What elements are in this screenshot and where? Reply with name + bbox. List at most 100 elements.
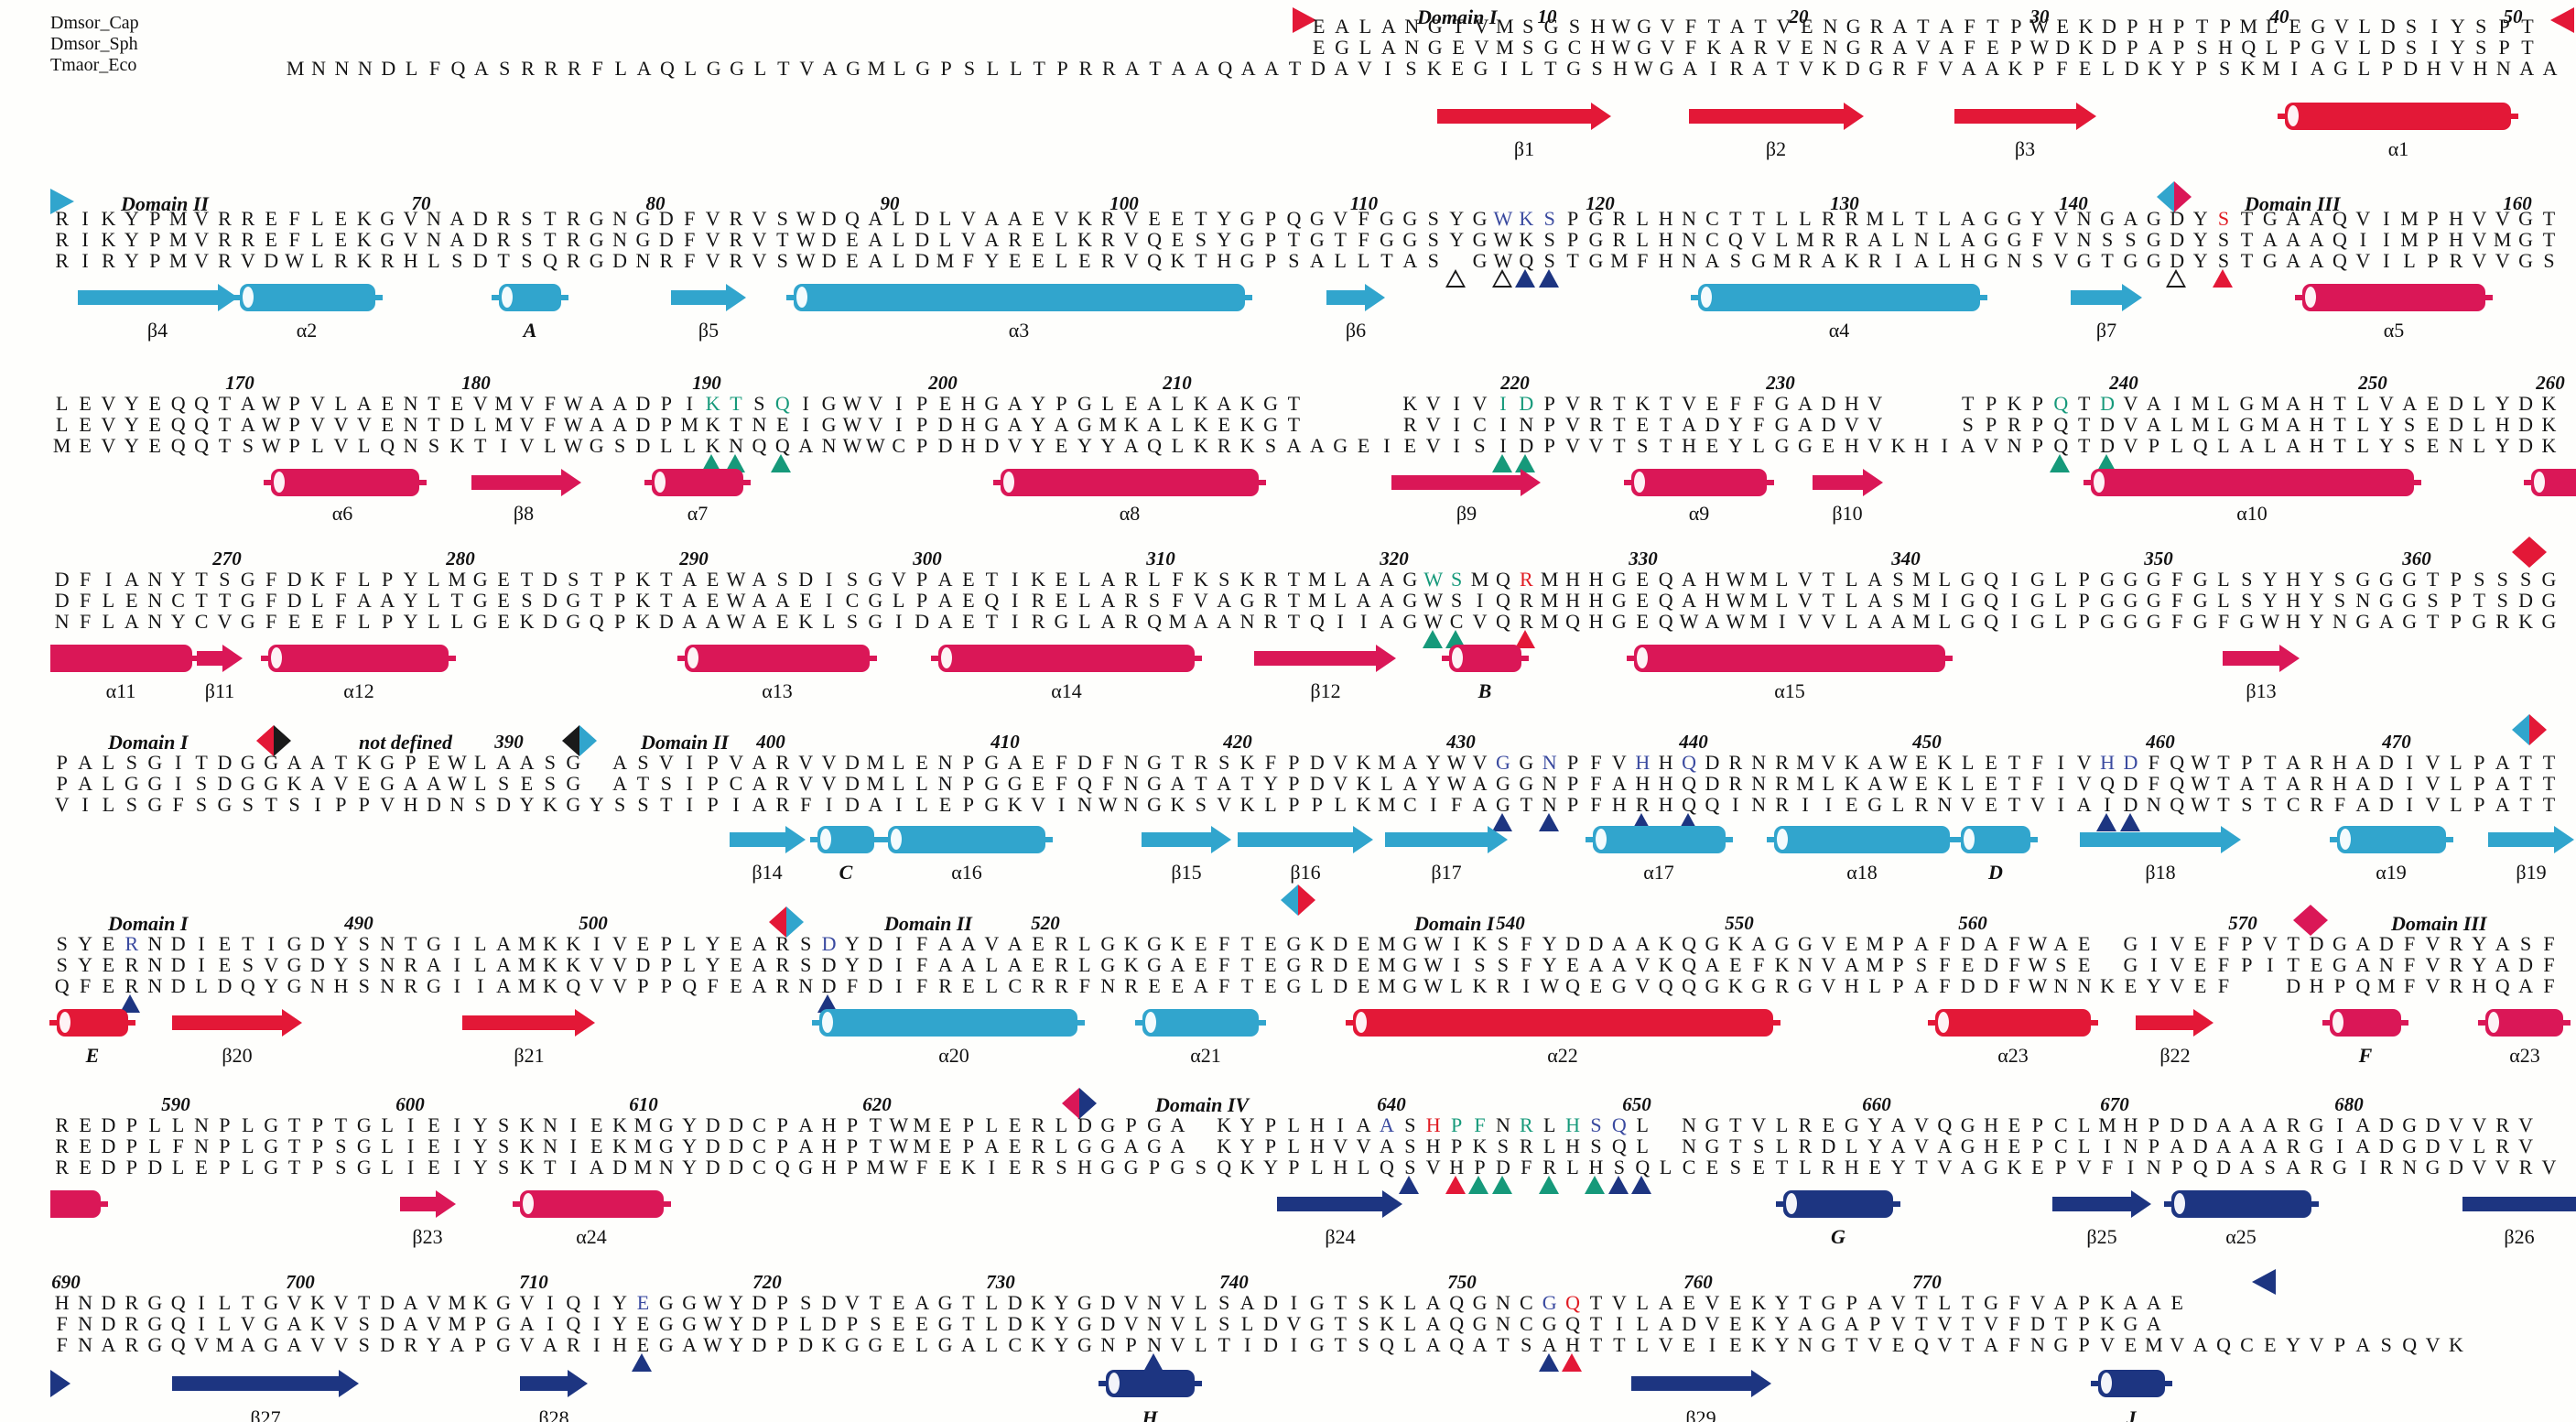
residue: F: [2008, 1291, 2020, 1314]
residue: K: [1751, 1312, 1767, 1335]
residue-marker-triangle-green-icon: [2096, 454, 2116, 472]
residue: L: [55, 413, 69, 436]
residue: V: [705, 207, 720, 230]
residue: S: [1497, 953, 1510, 976]
residue: L: [428, 610, 440, 633]
residue: T: [358, 1291, 371, 1314]
residue: K: [1193, 392, 1208, 415]
residue: N: [147, 974, 163, 997]
residue: F: [265, 568, 277, 591]
residue: N: [1147, 1312, 1162, 1335]
residue: L: [1287, 1113, 1301, 1136]
residue: S: [2496, 589, 2508, 612]
residue: M: [1912, 568, 1931, 591]
residue: M: [168, 249, 188, 272]
residue: C: [1008, 1333, 1023, 1356]
residue: E: [1055, 589, 1068, 612]
residue: N: [937, 751, 953, 774]
residue: D: [2378, 1134, 2394, 1157]
residue: G: [1637, 15, 1652, 38]
residue: D: [2123, 793, 2138, 816]
helix-axis-stub: [560, 295, 568, 300]
residue: S: [1404, 1113, 1416, 1136]
residue: P: [660, 953, 672, 976]
residue-marker-triangle-navy-icon: [817, 994, 838, 1013]
residue: V: [2472, 228, 2487, 251]
residue: I: [1337, 1113, 1344, 1136]
residue: G: [240, 568, 255, 591]
strand-β28: [520, 1376, 568, 1391]
residue: S: [2475, 15, 2487, 38]
residue: V: [2262, 932, 2278, 955]
residue: P: [707, 793, 719, 816]
residue: K: [1937, 751, 1953, 774]
residue: G: [1286, 974, 1302, 997]
residue: D: [1310, 57, 1326, 80]
residue: D: [868, 974, 883, 997]
residue: I: [2104, 1134, 2111, 1157]
residue: L: [1542, 1113, 1556, 1136]
residue-number: 490: [344, 912, 373, 934]
residue: R: [124, 974, 139, 997]
residue: P: [2031, 1113, 2044, 1136]
residue: L: [1450, 974, 1463, 997]
residue: V: [2448, 1134, 2463, 1157]
ss-label-α19: α19: [2376, 861, 2407, 884]
residue: Q: [194, 434, 209, 457]
residue: K: [2100, 1291, 2116, 1314]
residue: E: [520, 772, 534, 795]
residue: V: [1984, 434, 1999, 457]
helix-axis-stub: [1258, 480, 1266, 485]
residue: P: [2473, 772, 2485, 795]
residue: Y: [1727, 413, 1743, 436]
residue: V: [960, 207, 976, 230]
residue: M: [1378, 751, 1396, 774]
residue: M: [517, 974, 536, 997]
residue: F: [2404, 974, 2416, 997]
residue: Y: [1217, 207, 1232, 230]
residue: Y: [845, 953, 860, 976]
residue: E: [1985, 772, 1997, 795]
residue: S: [1218, 1312, 1230, 1335]
residue: S: [613, 434, 626, 457]
residue: K: [705, 434, 720, 457]
strand-β17: [1385, 832, 1488, 847]
residue: Q: [1147, 434, 1162, 457]
residue: H: [1914, 434, 1929, 457]
residue: E: [893, 1312, 905, 1335]
residue: Y: [78, 953, 93, 976]
residue: N: [78, 1291, 93, 1314]
residue: T: [1962, 392, 1975, 415]
residue: E: [915, 1312, 928, 1335]
residue: A: [78, 751, 93, 774]
residue: I: [2173, 392, 2181, 415]
residue: A: [2286, 772, 2301, 795]
residue: R: [1055, 953, 1068, 976]
residue: K: [2007, 1156, 2022, 1178]
residue: P: [2127, 15, 2138, 38]
residue: V: [1565, 434, 1581, 457]
residue: Q: [566, 974, 581, 997]
residue: A: [2216, 1134, 2231, 1157]
residue: I: [2150, 932, 2158, 955]
residue: I: [1057, 793, 1066, 816]
residue: K: [635, 610, 651, 633]
residue: F: [1521, 953, 1532, 976]
residue: A: [2239, 1134, 2255, 1157]
residue: E: [2077, 932, 2091, 955]
residue: E: [2289, 15, 2301, 38]
residue: H: [2495, 413, 2510, 436]
residue: P: [219, 1134, 231, 1157]
residue: F: [1684, 15, 1697, 38]
residue: K: [449, 434, 465, 457]
residue: R: [1403, 413, 1417, 436]
residue: L: [474, 413, 487, 436]
residue: A: [589, 392, 604, 415]
residue-number: 270: [212, 548, 242, 570]
residue: D: [729, 1156, 743, 1178]
residue: P: [2450, 568, 2462, 591]
residue: M: [2098, 1113, 2116, 1136]
residue: V: [2425, 932, 2441, 955]
residue: T: [776, 228, 789, 251]
